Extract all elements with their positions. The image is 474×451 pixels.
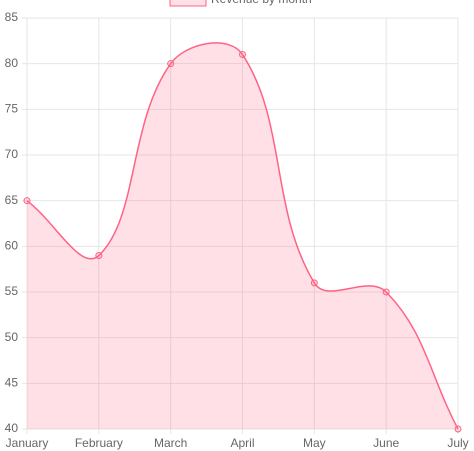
point xyxy=(382,288,390,296)
y-tick-label: 40 xyxy=(5,421,19,435)
x-tick-label: February xyxy=(75,436,123,450)
point xyxy=(167,60,175,68)
area xyxy=(27,42,458,430)
point xyxy=(454,425,462,433)
y-tick-label: 65 xyxy=(5,193,19,207)
point xyxy=(239,51,246,59)
y-tick-label: 55 xyxy=(5,284,19,298)
y-tick-label: 80 xyxy=(5,56,19,70)
x-tick-label: April xyxy=(230,436,254,450)
x-tick-label: January xyxy=(6,436,49,450)
y-tick-label: 70 xyxy=(5,147,19,161)
y-tick-label: 60 xyxy=(5,239,19,253)
y-tick-label: 45 xyxy=(5,376,19,390)
legend-label: Revenue by month xyxy=(211,0,312,6)
y-tick-label: 75 xyxy=(5,102,19,116)
y-tick-label: 50 xyxy=(5,330,19,344)
line xyxy=(26,42,459,430)
x-tick-label: July xyxy=(447,436,468,450)
x-tick-label: March xyxy=(154,436,187,450)
point xyxy=(310,279,318,287)
x-tick-label: May xyxy=(303,436,326,450)
point xyxy=(23,197,31,205)
legend-swatch xyxy=(169,0,207,7)
x-tick-label: June xyxy=(373,436,399,450)
y-tick-label: 85 xyxy=(5,10,19,24)
point xyxy=(95,251,103,259)
